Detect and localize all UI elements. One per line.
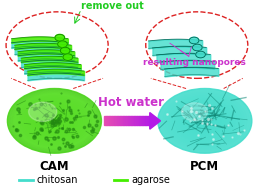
Circle shape [22, 98, 87, 143]
Circle shape [202, 119, 207, 122]
Circle shape [50, 118, 59, 124]
Circle shape [10, 90, 99, 152]
Circle shape [24, 100, 85, 142]
Circle shape [15, 93, 94, 148]
Circle shape [184, 106, 226, 135]
Circle shape [179, 103, 231, 139]
Polygon shape [140, 116, 142, 125]
Circle shape [43, 113, 66, 129]
Polygon shape [142, 116, 143, 125]
Circle shape [158, 88, 252, 153]
Circle shape [33, 106, 76, 135]
Polygon shape [115, 116, 117, 125]
Polygon shape [123, 116, 124, 125]
Text: remove out: remove out [81, 1, 144, 11]
Circle shape [163, 92, 247, 150]
Circle shape [196, 51, 205, 58]
Circle shape [55, 34, 65, 41]
Circle shape [181, 105, 228, 137]
Circle shape [47, 116, 62, 126]
Polygon shape [124, 116, 126, 125]
Polygon shape [117, 116, 118, 125]
Circle shape [177, 101, 233, 140]
Circle shape [12, 92, 97, 150]
Circle shape [63, 54, 73, 60]
Circle shape [167, 95, 242, 147]
Polygon shape [139, 116, 140, 125]
Circle shape [174, 100, 235, 142]
Polygon shape [113, 116, 115, 125]
Polygon shape [150, 112, 161, 129]
Circle shape [29, 103, 80, 139]
Circle shape [36, 108, 73, 134]
Circle shape [19, 97, 90, 145]
Circle shape [158, 88, 252, 153]
Circle shape [170, 97, 240, 145]
Text: Hot water: Hot water [98, 96, 164, 109]
Circle shape [191, 111, 219, 131]
Polygon shape [129, 116, 131, 125]
Polygon shape [134, 116, 136, 125]
Polygon shape [148, 116, 150, 125]
Text: resulting nanopores: resulting nanopores [143, 58, 245, 67]
Circle shape [186, 108, 224, 134]
Circle shape [17, 95, 92, 147]
Polygon shape [112, 116, 113, 125]
Text: agarose: agarose [131, 175, 170, 185]
Text: CAM: CAM [40, 160, 69, 173]
Polygon shape [128, 116, 129, 125]
Polygon shape [137, 116, 139, 125]
Polygon shape [126, 116, 128, 125]
Circle shape [38, 110, 71, 132]
Circle shape [26, 101, 83, 140]
Circle shape [45, 114, 64, 127]
Circle shape [181, 103, 208, 121]
Polygon shape [107, 116, 109, 125]
Polygon shape [146, 116, 148, 125]
Circle shape [7, 88, 102, 153]
Polygon shape [109, 116, 110, 125]
Polygon shape [131, 116, 132, 125]
Circle shape [60, 47, 70, 54]
Circle shape [189, 37, 199, 44]
Polygon shape [132, 116, 134, 125]
Circle shape [29, 102, 57, 122]
Polygon shape [120, 116, 121, 125]
Circle shape [31, 105, 78, 137]
Polygon shape [121, 116, 123, 125]
Circle shape [58, 41, 67, 47]
Circle shape [198, 116, 212, 126]
Circle shape [40, 111, 69, 131]
Circle shape [188, 110, 221, 132]
Circle shape [165, 93, 245, 148]
Text: PCM: PCM [190, 160, 220, 173]
Polygon shape [118, 116, 120, 125]
Circle shape [200, 118, 210, 124]
Circle shape [193, 44, 202, 51]
Polygon shape [143, 116, 145, 125]
Polygon shape [104, 116, 106, 125]
Polygon shape [150, 116, 151, 125]
Circle shape [160, 90, 249, 152]
Polygon shape [136, 116, 137, 125]
Polygon shape [106, 116, 107, 125]
Circle shape [7, 88, 102, 153]
Polygon shape [110, 116, 112, 125]
Circle shape [52, 119, 57, 122]
Circle shape [193, 113, 217, 129]
Polygon shape [145, 116, 146, 125]
Circle shape [172, 98, 238, 143]
Text: chitosan: chitosan [37, 175, 79, 185]
Circle shape [195, 114, 214, 127]
